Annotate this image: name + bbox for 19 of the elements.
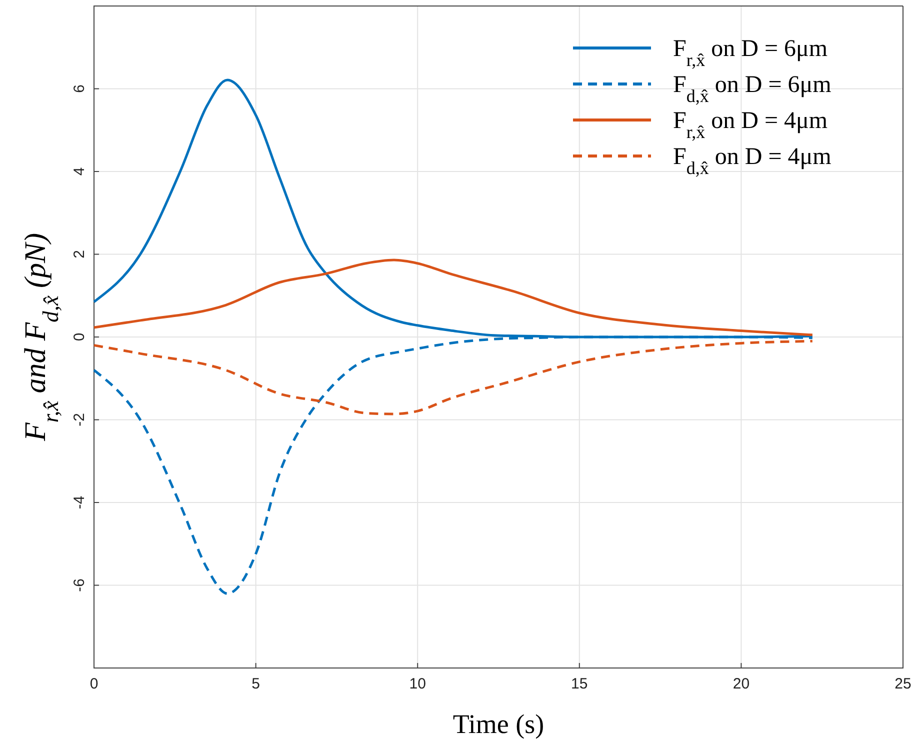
x-tick-label: 25 — [894, 676, 912, 693]
legend-label: F$_{d,x̂}$ on D = 4μm — [673, 144, 832, 178]
line-series — [92, 258, 814, 336]
y-tick-label: 2 — [71, 250, 88, 258]
y-tick-label: -6 — [71, 578, 88, 592]
y-tick-label: -2 — [71, 413, 88, 426]
y-tick-label: -4 — [71, 496, 88, 510]
y-tick-label: 6 — [71, 84, 88, 93]
x-tick-label: 15 — [571, 676, 588, 693]
legend-label: F$_{d,x̂}$ on D = 6μm — [673, 72, 832, 106]
y-tick-label: 0 — [71, 332, 88, 342]
x-axis-title: Time (s) — [452, 709, 544, 739]
legend-label: F$_{r,x̂}$ on D = 4μm — [673, 108, 828, 142]
x-tick-label: 5 — [252, 676, 260, 693]
y-tick-label: 4 — [71, 167, 88, 176]
legend-label: F$_{r,x̂}$ on D = 6μm — [673, 36, 828, 70]
line-series — [92, 340, 814, 416]
x-tick-label: 20 — [732, 676, 750, 693]
x-tick-label: 10 — [409, 676, 426, 693]
